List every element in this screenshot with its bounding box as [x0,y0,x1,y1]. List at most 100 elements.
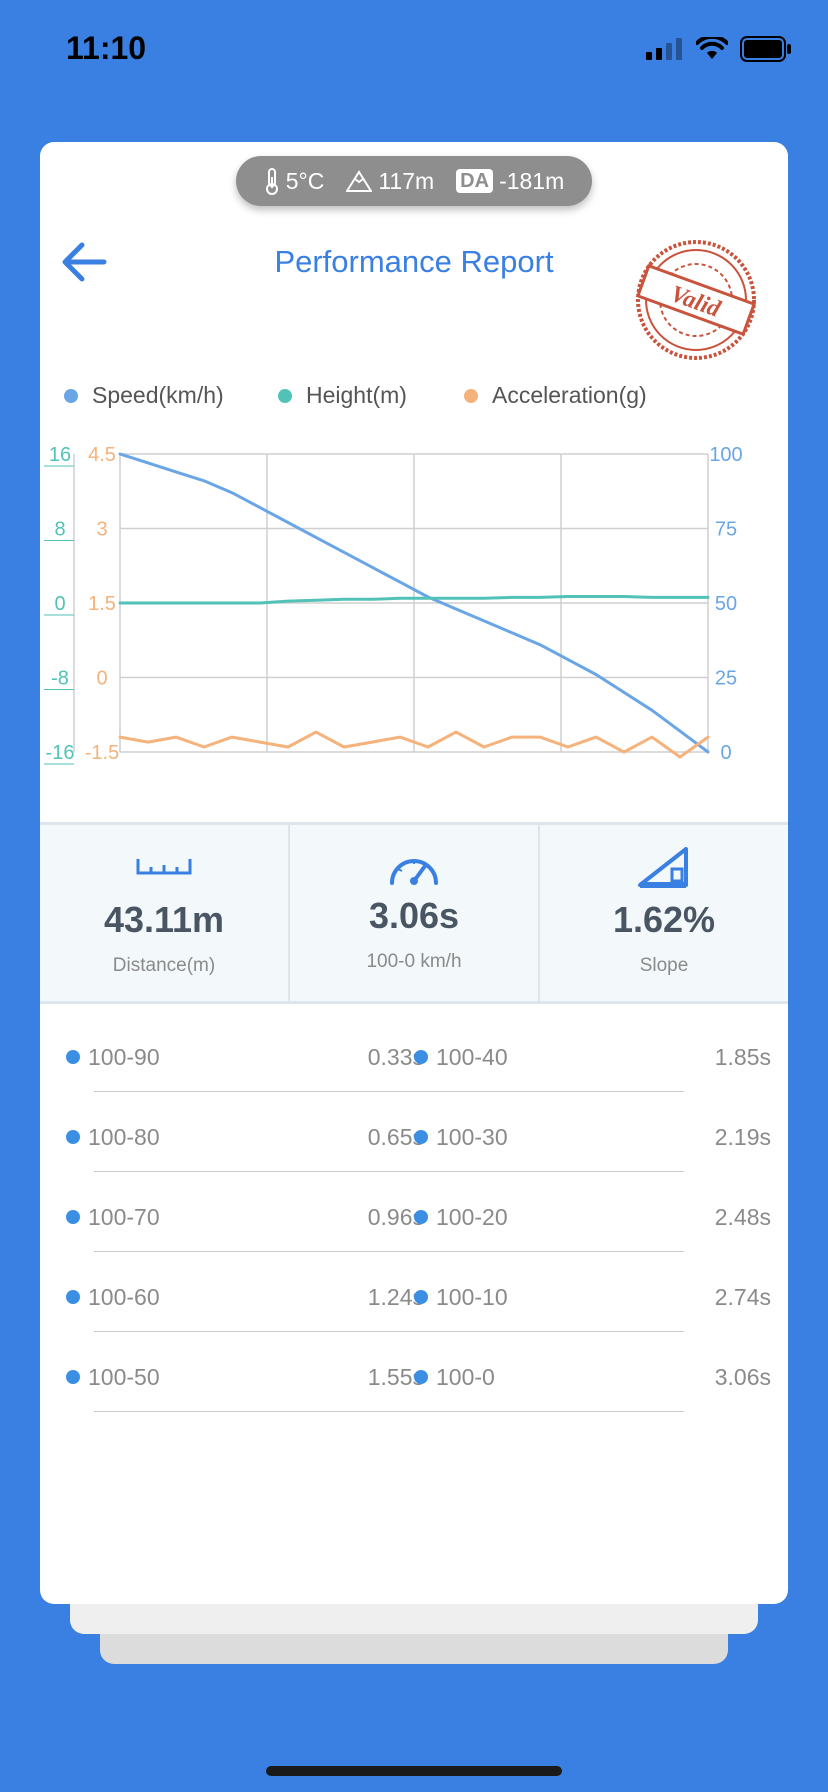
split-row: 100-90 0.33s 100-40 1.85s [40,1022,788,1092]
split-label: 100-80 [88,1123,160,1150]
report-card: 5°C 117m DA -181m Performance Report Val… [40,142,788,1604]
height-series-line [118,595,710,605]
split-divider [94,1331,684,1332]
density-altitude-value: -181m [499,167,565,194]
speedometer-icon [390,859,438,885]
split-divider [94,1171,684,1172]
split-time-right: 3.06s [714,1364,771,1390]
split-label: 100-30 [436,1123,508,1150]
split-time-left: 0.96s [367,1204,424,1230]
distance-label: Distance(m) [112,955,216,976]
status-icons [646,36,792,62]
slope-icon [638,847,688,888]
height-tick-label: 8 [54,519,65,541]
split-time-right: 2.74s [714,1284,771,1310]
split-time-right: 1.85s [714,1044,771,1070]
altitude-value: 117m [378,167,435,194]
split-time-left: 1.55s [367,1364,424,1390]
page-title: Performance Report [274,244,554,279]
braking-time-value: 3.06s [368,895,460,936]
acceleration-tick-label: 4.5 [88,444,116,466]
speed-series-line [118,452,710,754]
valid-stamp-icon: Valid [635,240,757,360]
stat-braking-time: 3.06s 100-0 km/h [288,825,538,1001]
split-label-left: 100-70 [66,1200,160,1234]
environment-pill: 5°C 117m DA -181m [236,156,592,206]
split-label-left: 100-90 [66,1040,160,1074]
split-dot [66,1130,80,1144]
split-row: 100-50 1.55s 100-0 3.06s [40,1342,788,1412]
split-label: 100-60 [88,1283,160,1310]
split-time-left: 0.65s [367,1124,424,1150]
stats-panel: 43.11m Distance(m) 3.06s 100-0 km/h 1.62… [40,822,788,1004]
split-label-left: 100-50 [66,1360,160,1394]
split-time-right: 2.48s [714,1204,771,1230]
split-label-right: 100-10 [414,1280,508,1314]
split-label-right: 100-30 [414,1120,508,1154]
back-arrow-icon[interactable] [58,237,114,287]
home-indicator[interactable] [266,1766,562,1776]
legend-acceleration: Acceleration(g) [464,382,647,409]
temperature-item: 5°C [264,167,324,195]
da-badge: DA [456,169,494,193]
speed-tick-label: 75 [715,519,737,541]
split-label-right: 100-0 [414,1360,495,1394]
split-divider [94,1411,684,1412]
split-label: 100-90 [88,1043,160,1070]
status-bar: 11:10 [0,0,828,100]
legend-height: Height(m) [278,382,407,409]
legend-height-label: Height(m) [306,382,407,408]
split-label: 100-70 [88,1203,160,1230]
speed-tick-label: 50 [715,593,737,615]
split-dot [414,1370,428,1384]
braking-time-label: 100-0 km/h [366,951,462,972]
split-label: 100-10 [436,1283,508,1310]
split-row: 100-60 1.24s 100-10 2.74s [40,1262,788,1332]
split-dot [414,1210,428,1224]
stat-distance: 43.11m Distance(m) [40,825,288,1001]
split-row: 100-70 0.96s 100-20 2.48s [40,1182,788,1252]
performance-chart: 16 8 0 -8 -16 4.5 3 1.5 0 -1.5 100 75 50 25 0 [44,444,743,765]
split-dot [414,1050,428,1064]
legend-speed-dot [64,388,78,403]
height-tick-label: 16 [49,444,71,466]
split-row: 100-80 0.65s 100-30 2.19s [40,1102,788,1172]
split-label-left: 100-60 [66,1280,160,1314]
mountain-icon [346,170,373,192]
split-dot [414,1290,428,1304]
split-dot [414,1130,428,1144]
legend-acceleration-dot [464,388,478,403]
altitude-item: 117m [346,168,434,195]
legend-height-dot [278,388,292,403]
split-divider [94,1251,684,1252]
split-label: 100-50 [88,1363,160,1390]
stat-slope: 1.62% Slope [538,825,788,1001]
legend-speed: Speed(km/h) [64,382,224,409]
height-tick-label: -16 [46,742,75,764]
chart-legend: Speed(km/h) Height(m) Acceleration(g) [64,382,764,422]
split-label: 100-20 [436,1203,508,1230]
density-altitude-item: DA -181m [456,168,564,195]
legend-speed-label: Speed(km/h) [92,382,224,408]
split-dot [66,1210,80,1224]
split-dot [66,1050,80,1064]
split-time-left: 0.33s [367,1044,424,1070]
acceleration-tick-label: 3 [96,519,107,541]
split-label-right: 100-40 [414,1040,508,1074]
split-dot [66,1370,80,1384]
split-divider [94,1091,684,1092]
battery-icon [740,36,791,62]
split-time-left: 1.24s [367,1284,424,1310]
speed-tick-label: 0 [720,742,731,764]
signal-icon [646,38,682,60]
status-time: 11:10 [66,30,147,66]
legend-acceleration-label: Acceleration(g) [492,382,647,408]
split-dot [66,1290,80,1304]
split-label-left: 100-80 [66,1120,160,1154]
slope-value: 1.62% [612,899,716,940]
speed-tick-label: 25 [715,668,737,690]
height-tick-label: 0 [54,593,65,615]
thermometer-icon [265,168,278,195]
ruler-icon [136,859,192,875]
acceleration-tick-label: -1.5 [85,742,119,764]
